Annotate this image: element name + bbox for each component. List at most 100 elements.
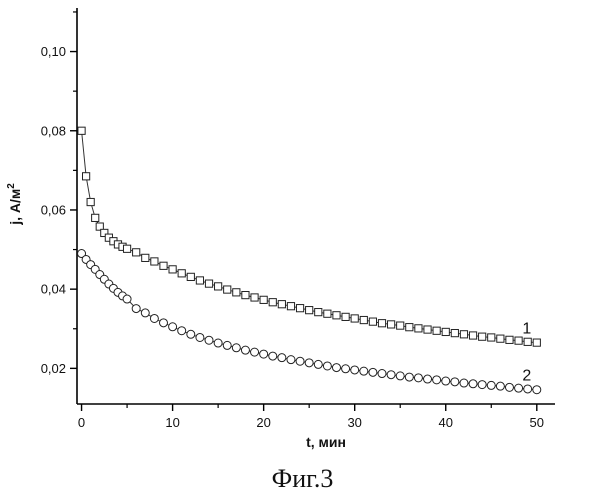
data-point (269, 352, 277, 360)
data-point (433, 376, 441, 384)
data-point (469, 380, 477, 388)
data-point (496, 382, 504, 390)
data-point (369, 368, 377, 376)
data-point (241, 346, 249, 354)
data-point (497, 335, 504, 342)
data-point (351, 366, 359, 374)
data-point (415, 325, 422, 332)
data-point (505, 383, 513, 391)
x-axis-title: t, мин (306, 434, 346, 450)
data-point (296, 305, 303, 312)
data-point (424, 326, 431, 333)
data-point (251, 348, 259, 356)
data-point (314, 360, 322, 368)
data-point (132, 305, 140, 313)
data-point (515, 337, 522, 344)
y-axis-title: j, А/м2 (6, 183, 23, 226)
data-point (478, 381, 486, 389)
data-point (378, 320, 385, 327)
data-point (223, 341, 231, 349)
data-point (397, 322, 404, 329)
data-point (160, 262, 167, 269)
data-point (123, 295, 131, 303)
data-point (405, 373, 413, 381)
data-point (460, 331, 467, 338)
x-tick-label: 50 (530, 415, 544, 430)
data-point (488, 334, 495, 341)
data-point (151, 258, 158, 265)
y-tick-label: 0,08 (41, 123, 66, 138)
data-point (278, 354, 286, 362)
data-point (360, 367, 368, 375)
data-point (460, 379, 468, 387)
data-point (524, 385, 532, 393)
data-point (214, 339, 222, 347)
series-layer (78, 127, 541, 394)
data-point (515, 384, 523, 392)
data-point (378, 370, 386, 378)
data-point (487, 381, 495, 389)
data-point (83, 173, 90, 180)
data-point (369, 318, 376, 325)
y-tick-label: 0,02 (41, 361, 66, 376)
data-point (169, 323, 177, 331)
series-2 (78, 250, 541, 394)
data-point (141, 309, 149, 317)
data-point (187, 330, 195, 338)
data-point (506, 336, 513, 343)
series-label: 2 (522, 368, 531, 385)
x-tick-label: 10 (165, 415, 179, 430)
data-point (469, 332, 476, 339)
data-point (205, 280, 212, 287)
data-point (442, 328, 449, 335)
data-point (287, 356, 295, 364)
data-point (296, 357, 304, 365)
series-2-line (82, 254, 537, 390)
data-point (150, 314, 158, 322)
x-tick-label: 30 (347, 415, 361, 430)
data-point (406, 324, 413, 331)
data-point (142, 254, 149, 261)
data-point (133, 249, 140, 256)
data-point (479, 333, 486, 340)
data-point (260, 296, 267, 303)
data-point (251, 294, 258, 301)
data-point (215, 283, 222, 290)
data-point (187, 273, 194, 280)
data-point (324, 310, 331, 317)
data-point (424, 375, 432, 383)
y-tick-label: 0,06 (41, 202, 66, 217)
data-point (315, 309, 322, 316)
data-point (196, 333, 204, 341)
data-point (169, 266, 176, 273)
labels: 010203040500,020,040,060,080,10t, минj, … (6, 44, 544, 450)
data-point (87, 198, 94, 205)
y-tick-label: 0,10 (41, 44, 66, 59)
data-point (387, 371, 395, 379)
data-point (533, 386, 541, 394)
data-point (323, 362, 331, 370)
data-point (442, 377, 450, 385)
data-point (342, 365, 350, 373)
data-point (232, 344, 240, 352)
data-point (78, 127, 85, 134)
data-point (333, 312, 340, 319)
data-point (224, 286, 231, 293)
data-point (178, 327, 186, 335)
data-point (269, 299, 276, 306)
data-point (196, 277, 203, 284)
data-point (306, 307, 313, 314)
data-point (396, 372, 404, 380)
axes (70, 8, 555, 411)
data-point (233, 289, 240, 296)
data-point (342, 313, 349, 320)
data-point (305, 359, 313, 367)
data-point (205, 336, 213, 344)
series-label: 1 (522, 321, 531, 338)
x-tick-label: 0 (78, 415, 85, 430)
data-point (360, 316, 367, 323)
data-point (159, 319, 167, 327)
data-point (388, 321, 395, 328)
data-point (451, 378, 459, 386)
